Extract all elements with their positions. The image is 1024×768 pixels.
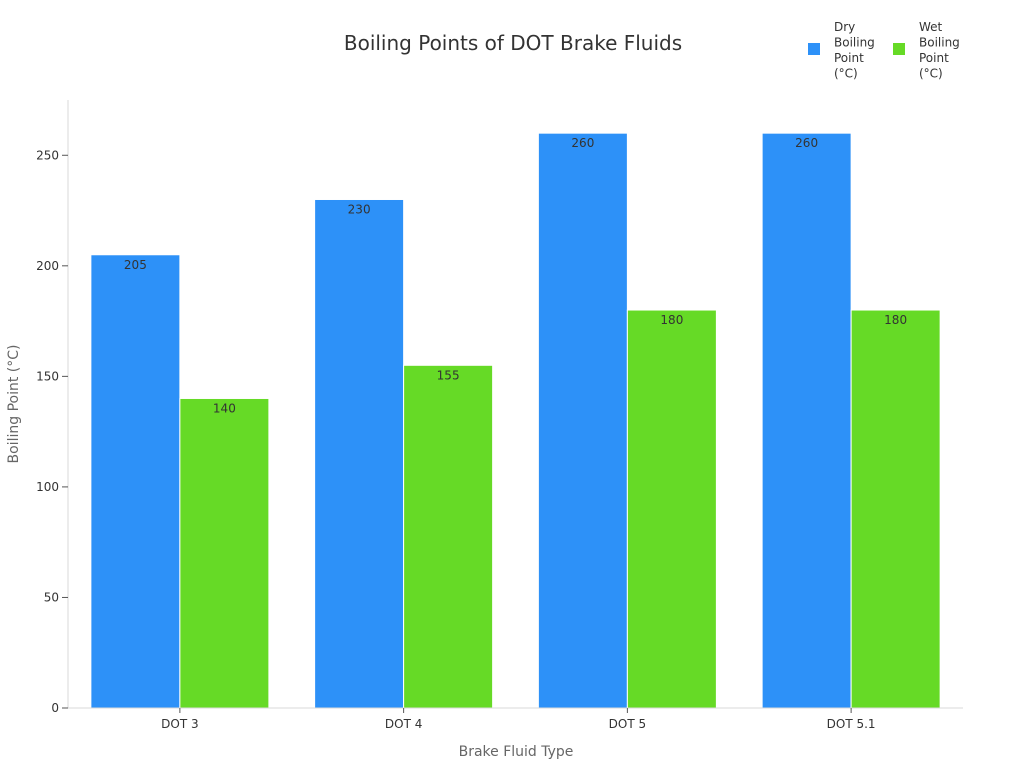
- y-tick-label: 200: [36, 259, 59, 273]
- y-tick-label: 150: [36, 369, 59, 383]
- x-tick-label: DOT 5.1: [827, 717, 876, 731]
- bar-value-label: 180: [660, 313, 683, 327]
- x-tick-label: DOT 4: [385, 717, 422, 731]
- bar-value-label: 180: [884, 313, 907, 327]
- legend-item: Wet Boiling Point (°C): [893, 20, 960, 81]
- bar-value-label: 155: [437, 368, 460, 382]
- bar-value-label: 260: [795, 136, 818, 150]
- legend-item: Dry Boiling Point (°C): [808, 20, 875, 81]
- bar: [90, 254, 181, 709]
- y-tick-label: 0: [51, 701, 59, 715]
- bar: [314, 198, 405, 709]
- bar-value-label: 260: [571, 136, 594, 150]
- legend-swatch: [893, 43, 905, 55]
- legend-swatch: [808, 43, 820, 55]
- y-tick-label: 100: [36, 480, 59, 494]
- bar-value-label: 205: [124, 258, 147, 272]
- bar: [403, 364, 494, 709]
- bar-labels-group: 205 140 230 155 260 180 260 180: [124, 136, 907, 415]
- bar: [850, 309, 941, 709]
- x-axis-ticks: DOT 3 DOT 4 DOT 5 DOT 5.1: [161, 708, 876, 731]
- x-tick-label: DOT 5: [609, 717, 646, 731]
- chart-title: Boiling Points of DOT Brake Fluids: [344, 31, 682, 55]
- y-tick-label: 250: [36, 148, 59, 162]
- bar-value-label: 230: [348, 202, 371, 216]
- x-tick-label: DOT 3: [161, 717, 198, 731]
- bar: [626, 309, 717, 709]
- legend: Dry Boiling Point (°C) Wet Boiling Point (°C): [808, 20, 960, 81]
- y-tick-label: 50: [44, 590, 59, 604]
- bar: [537, 132, 628, 709]
- bar-value-label: 140: [213, 401, 236, 415]
- bar: [761, 132, 852, 709]
- y-axis-ticks: 0 50 100 150 200 250: [36, 148, 68, 715]
- bar: [179, 397, 270, 709]
- bars-group: [90, 132, 941, 709]
- legend-label: Dry Boiling Point (°C): [834, 20, 875, 81]
- x-axis-title: Brake Fluid Type: [459, 744, 574, 760]
- plot-area: 205 140 230 155 260 180 260 180 0 50 100 150 200 250…: [36, 100, 963, 731]
- legend-label: Wet Boiling Point (°C): [919, 20, 960, 81]
- y-axis-title: Boiling Point (°C): [6, 345, 22, 464]
